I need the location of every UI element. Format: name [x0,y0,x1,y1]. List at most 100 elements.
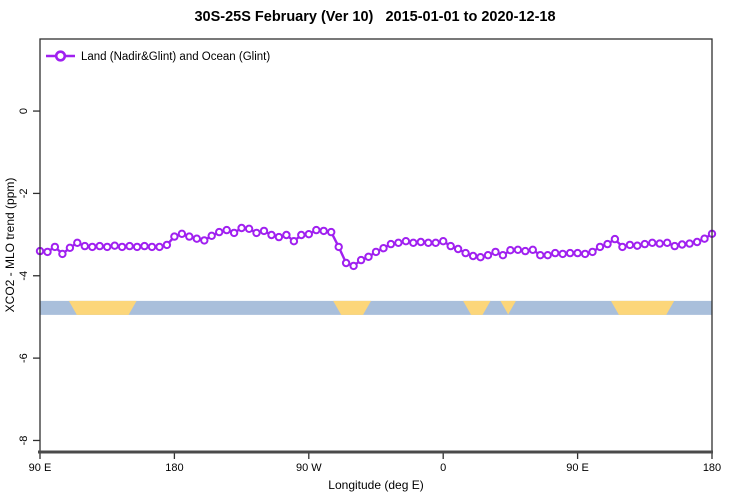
land-band-segment [68,300,137,315]
series-point [274,232,284,242]
x-tick-label: 90 E [566,462,589,474]
series-point [551,248,560,258]
series-point [521,246,530,256]
series-point [558,249,567,259]
series-point [595,242,605,252]
series-point [170,232,179,241]
series-point [312,225,321,235]
series-point [461,248,470,258]
series-point [177,229,187,239]
series-point [229,228,239,238]
y-tick-label: -4 [18,271,30,281]
series-point [200,236,209,245]
series-point [446,241,455,251]
series-point [349,261,358,271]
series-point [692,237,702,247]
land-band-segment [500,300,516,315]
series-point [155,242,164,252]
series-point [610,234,620,244]
series-point [453,244,463,254]
series-point [252,228,261,238]
series-point [327,227,336,237]
series-point [319,226,328,236]
series-point [88,242,97,252]
y-tick-label: -8 [18,436,30,446]
ocean-band-segment [40,300,712,315]
series-point [700,234,709,243]
series-point [565,248,575,258]
series-point [431,238,440,248]
chart-title: 30S-25S February (Ver 10) 2015-01-01 to … [194,9,556,25]
series-point [80,241,90,251]
series-point [491,247,500,257]
y-tick-label: -2 [18,189,30,199]
series-point [640,239,649,249]
series-point [110,241,119,250]
series-point [379,244,388,253]
x-tick-label: 90 E [29,462,52,474]
series-point [633,241,642,250]
land-band-segment [463,300,491,315]
series-point [371,247,381,257]
series-point [483,251,493,260]
data-series [35,223,717,271]
series-point [65,243,75,253]
land-band-segment [333,300,372,315]
series-point [625,240,635,250]
legend: Land (Nadir&Glint) and Ocean (Glint) [46,50,270,63]
series-point [192,234,202,243]
series-point [73,238,82,248]
series-point [297,230,306,240]
series-point [439,237,448,246]
series-point [125,241,134,251]
legend-label: Land (Nadir&Glint) and Ocean (Glint) [81,51,270,63]
series-point [670,241,679,251]
series-point [237,223,246,233]
series-point [267,230,276,240]
series-point [648,238,657,248]
x-tick-label: 180 [165,462,183,474]
series-point [43,247,52,257]
series-point [259,226,269,236]
series-point [603,239,612,249]
series-point [685,239,694,248]
series-point [58,249,67,259]
x-tick-label: 180 [703,462,721,474]
series-point [543,251,552,260]
legend-marker-icon [54,50,67,62]
series-point [536,251,545,260]
series-point [588,247,597,257]
land-ocean-band [40,300,712,315]
series-point [147,242,157,252]
series-point [304,230,313,239]
series-point [289,237,299,246]
series-point [618,242,627,252]
series-point [476,253,485,262]
series-point [409,238,418,248]
series-point [103,242,112,252]
series-point [207,231,216,241]
series-point [215,227,224,237]
series-point [424,238,433,248]
series-point [334,242,343,252]
series-point [401,237,411,246]
series-point [95,241,104,251]
series-point [498,251,508,260]
x-tick-label: 90 W [296,462,322,474]
series-point [282,230,291,240]
y-tick-label: -6 [18,353,30,363]
series-point [341,258,351,268]
series-point [244,224,254,234]
series-point [677,240,687,249]
x-axis-title: Longitude (deg E) [328,478,423,492]
series-point [185,232,194,241]
y-tick-label: 0 [18,108,30,114]
x-tick-label: 0 [440,462,446,474]
series-point [162,240,172,250]
series-point [386,239,396,249]
series-point [50,242,60,252]
series-point [528,245,537,255]
series-point [573,248,582,258]
